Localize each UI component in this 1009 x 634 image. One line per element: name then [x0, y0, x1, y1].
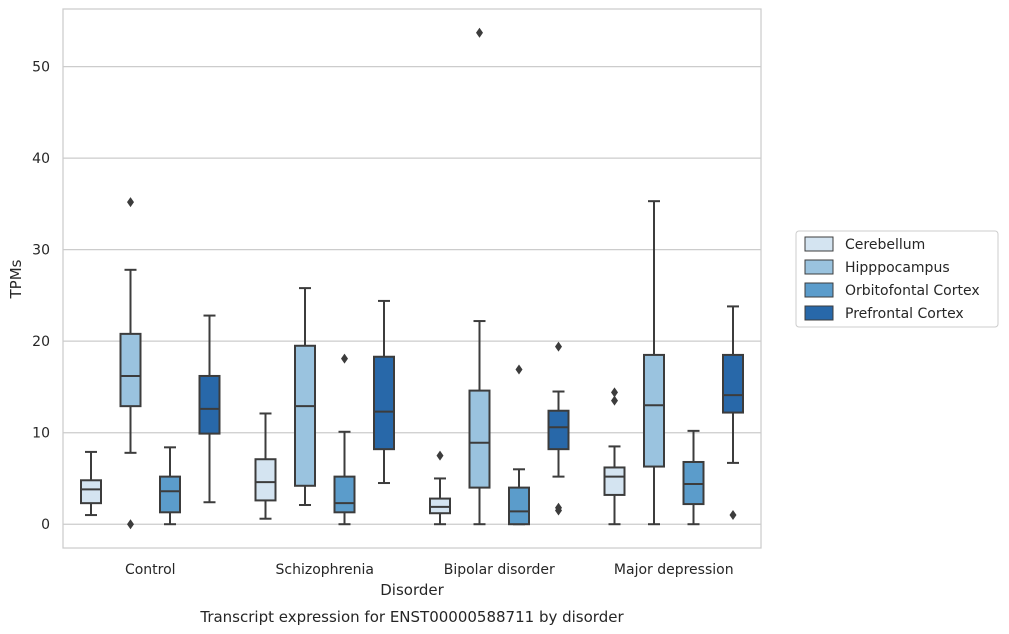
y-axis-ticks: 0 10 20 30 40 50	[32, 60, 50, 534]
legend-label: Hipppocampus	[845, 260, 950, 276]
outlier-point	[127, 197, 134, 208]
y-tick-label: 20	[32, 334, 50, 350]
box-2-1	[468, 27, 491, 526]
grid-lines	[63, 66, 761, 525]
iqr-box	[508, 486, 530, 526]
box-0-2	[159, 446, 181, 526]
outlier-point	[341, 353, 348, 364]
box-2-2	[508, 364, 530, 526]
x-tick-label: Bipolar disorder	[444, 562, 555, 578]
legend-frame	[795, 230, 999, 328]
outlier-point	[476, 27, 483, 38]
x-axis-title: Disorder	[380, 581, 444, 599]
iqr-box	[80, 479, 102, 505]
outlier-point	[611, 395, 618, 406]
box-3-1	[643, 200, 665, 526]
outlier-point	[729, 510, 737, 521]
y-tick-label: 50	[32, 60, 50, 76]
iqr-box	[373, 355, 395, 451]
box-0-0	[80, 450, 102, 517]
outlier-point	[515, 364, 523, 375]
iqr-box	[254, 458, 277, 502]
box-3-0	[603, 387, 626, 526]
iqr-box	[119, 332, 142, 408]
y-tick-label: 0	[41, 517, 50, 533]
outlier-point	[555, 502, 562, 513]
legend-swatch	[804, 305, 834, 321]
iqr-box	[468, 389, 491, 489]
box-0-3	[198, 314, 221, 504]
legend-label: Prefrontal Cortex	[845, 306, 964, 322]
y-tick-label: 40	[32, 151, 50, 167]
outlier-point	[436, 450, 444, 461]
iqr-box	[294, 344, 316, 487]
plot-frame	[62, 8, 762, 549]
x-axis-ticks: Control Schizophrenia Bipolar disorder Majo…	[125, 562, 734, 578]
legend-label: Cerebellum	[845, 237, 925, 253]
y-tick-label: 10	[32, 426, 50, 442]
box-1-1	[294, 287, 316, 506]
x-tick-label: Control	[125, 562, 176, 578]
iqr-box	[722, 353, 744, 414]
iqr-box	[159, 475, 181, 514]
box-1-0	[254, 412, 277, 520]
outlier-point	[555, 341, 562, 352]
legend-swatch	[804, 236, 834, 252]
box-1-3	[373, 299, 395, 485]
box-3-2	[682, 429, 705, 526]
outlier-point	[611, 387, 618, 398]
y-tick-label: 30	[32, 243, 50, 259]
iqr-box	[333, 475, 356, 514]
box-0-1	[119, 197, 142, 530]
outlier-point	[127, 519, 134, 530]
iqr-box	[198, 374, 221, 435]
x-tick-label: Schizophrenia	[276, 562, 374, 578]
iqr-box	[603, 466, 626, 496]
legend-label: Orbitofontal Cortex	[845, 283, 980, 299]
y-axis-title: TPMs	[7, 259, 25, 299]
box-1-2	[333, 353, 356, 526]
box-2-0	[429, 450, 451, 526]
box-3-3	[722, 305, 744, 521]
chart-caption: Transcript expression for ENST0000058871…	[199, 608, 624, 626]
box-2-3	[547, 341, 570, 516]
iqr-box	[643, 353, 665, 468]
legend: Cerebellum Hipppocampus Orbitofontal Corte…	[795, 230, 999, 328]
iqr-box	[547, 409, 570, 451]
box-groups	[80, 27, 744, 530]
legend-swatch	[804, 282, 834, 298]
x-tick-label: Major depression	[614, 562, 734, 578]
legend-swatch	[804, 259, 834, 275]
